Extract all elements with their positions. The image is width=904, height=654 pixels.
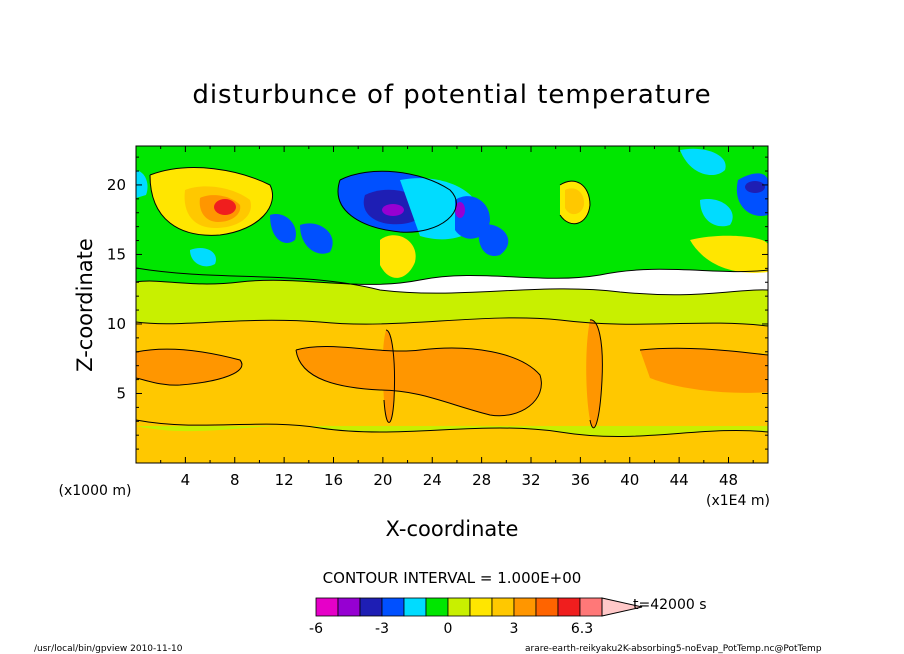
blob-cyan-left-edge xyxy=(136,170,148,198)
blob-purple-center xyxy=(382,204,404,216)
colorbar-label: -3 xyxy=(375,621,389,637)
contour-line-11 xyxy=(589,319,603,429)
blob-darkblue-far-right xyxy=(745,181,765,193)
colorbar-triangle xyxy=(601,597,643,617)
colorbar-swatch xyxy=(403,597,427,617)
time-label: t=42000 s xyxy=(633,597,707,613)
plot-frame xyxy=(135,145,769,464)
colorbar-swatch xyxy=(315,597,339,617)
y-tick-label: 20 xyxy=(107,176,126,194)
blob-blue-left-mid xyxy=(300,223,333,254)
colorbar-swatch xyxy=(513,597,537,617)
x-tick-label: 16 xyxy=(324,471,343,489)
colorbar-label: 6.3 xyxy=(571,621,593,637)
blob-cyan-right xyxy=(680,148,726,176)
colorbar-swatch xyxy=(491,597,515,617)
x-unit-right: (x1E4 m) xyxy=(706,493,770,509)
y-axis-label: Z-coordinate xyxy=(73,238,97,372)
contour-lines xyxy=(136,167,768,437)
x-axis-label: X-coordinate xyxy=(386,517,519,541)
blob-darker-orange-left xyxy=(136,349,242,386)
colorbar-swatch xyxy=(447,597,471,617)
blob-orange-streak-left xyxy=(382,330,395,423)
footer-left: /usr/local/bin/gpview 2010-11-10 xyxy=(34,644,183,654)
blob-yellow-streak-center xyxy=(380,235,416,278)
x-tick-label: 12 xyxy=(275,471,294,489)
x-tick-label: 48 xyxy=(719,471,738,489)
colorbar-swatch xyxy=(337,597,361,617)
x-unit-left: (x1000 m) xyxy=(59,483,132,499)
band-orange-mid xyxy=(136,426,768,463)
x-tick-label: 32 xyxy=(521,471,540,489)
blob-darker-orange-right xyxy=(640,348,768,393)
band-yellow-upper xyxy=(136,268,768,326)
blob-cyan-left xyxy=(190,247,216,267)
y-tick-label: 5 xyxy=(116,384,126,402)
contour-line-4 xyxy=(136,267,768,296)
colorbar-swatch xyxy=(381,597,405,617)
blob-purple-mid-right xyxy=(455,202,465,218)
colorbar-swatch xyxy=(579,597,603,617)
contour-line-5 xyxy=(136,348,243,386)
contour-line-2 xyxy=(136,317,768,327)
footer-right: arare-earth-reikyaku2K-absorbing5-noEvap… xyxy=(525,644,822,654)
x-axis: 4 8 12 16 20 24 28 32 36 40 44 48 xyxy=(160,146,754,489)
blob-red-upper-left xyxy=(214,199,236,215)
x-tick-label: 36 xyxy=(571,471,590,489)
x-tick-label: 40 xyxy=(620,471,639,489)
x-tick-label: 20 xyxy=(373,471,392,489)
colorbar-swatch xyxy=(359,597,383,617)
colorbar-swatch xyxy=(535,597,559,617)
contour-line-12 xyxy=(383,329,395,423)
colorbar-swatch xyxy=(469,597,493,617)
colorbar-label: -6 xyxy=(309,621,323,637)
x-tick-label: 28 xyxy=(472,471,491,489)
colorbar-label: 3 xyxy=(510,621,519,637)
y-tick-label: 10 xyxy=(107,315,126,333)
y-axis: 5 10 15 20 xyxy=(107,156,768,450)
blob-blue-left-small xyxy=(270,214,296,243)
contour-interval-label: CONTOUR INTERVAL = 1.000E+00 xyxy=(323,569,582,587)
x-tick-label: 24 xyxy=(423,471,442,489)
contour-line-6 xyxy=(295,345,542,417)
y-tick-label: 15 xyxy=(107,245,126,263)
contour-line-7 xyxy=(639,347,768,356)
x-tick-label: 44 xyxy=(670,471,689,489)
blob-darker-orange-mid xyxy=(296,346,542,416)
colorbar: -6 -3 0 3 6.3 xyxy=(309,597,643,637)
blob-blue-right xyxy=(478,224,509,256)
colorbar-swatch xyxy=(557,597,581,617)
x-tick-label: 4 xyxy=(181,471,191,489)
contour-line-1 xyxy=(136,419,768,437)
colorbar-label: 0 xyxy=(444,621,453,637)
contour-line-3 xyxy=(136,268,768,285)
colorbar-swatch xyxy=(425,597,449,617)
x-tick-label: 8 xyxy=(230,471,240,489)
blob-orange-streak-right xyxy=(586,319,603,428)
blob-orange-right-upper xyxy=(565,188,585,215)
chart-title: disturbunce of potential temperature xyxy=(192,80,711,110)
blob-yellow-far-right xyxy=(690,235,768,273)
heatmap-field xyxy=(136,146,768,463)
contour-line-9 xyxy=(337,170,457,233)
blob-cyan-right-2 xyxy=(700,199,733,227)
contour-line-8 xyxy=(149,167,273,236)
contour-line-10 xyxy=(559,180,591,225)
